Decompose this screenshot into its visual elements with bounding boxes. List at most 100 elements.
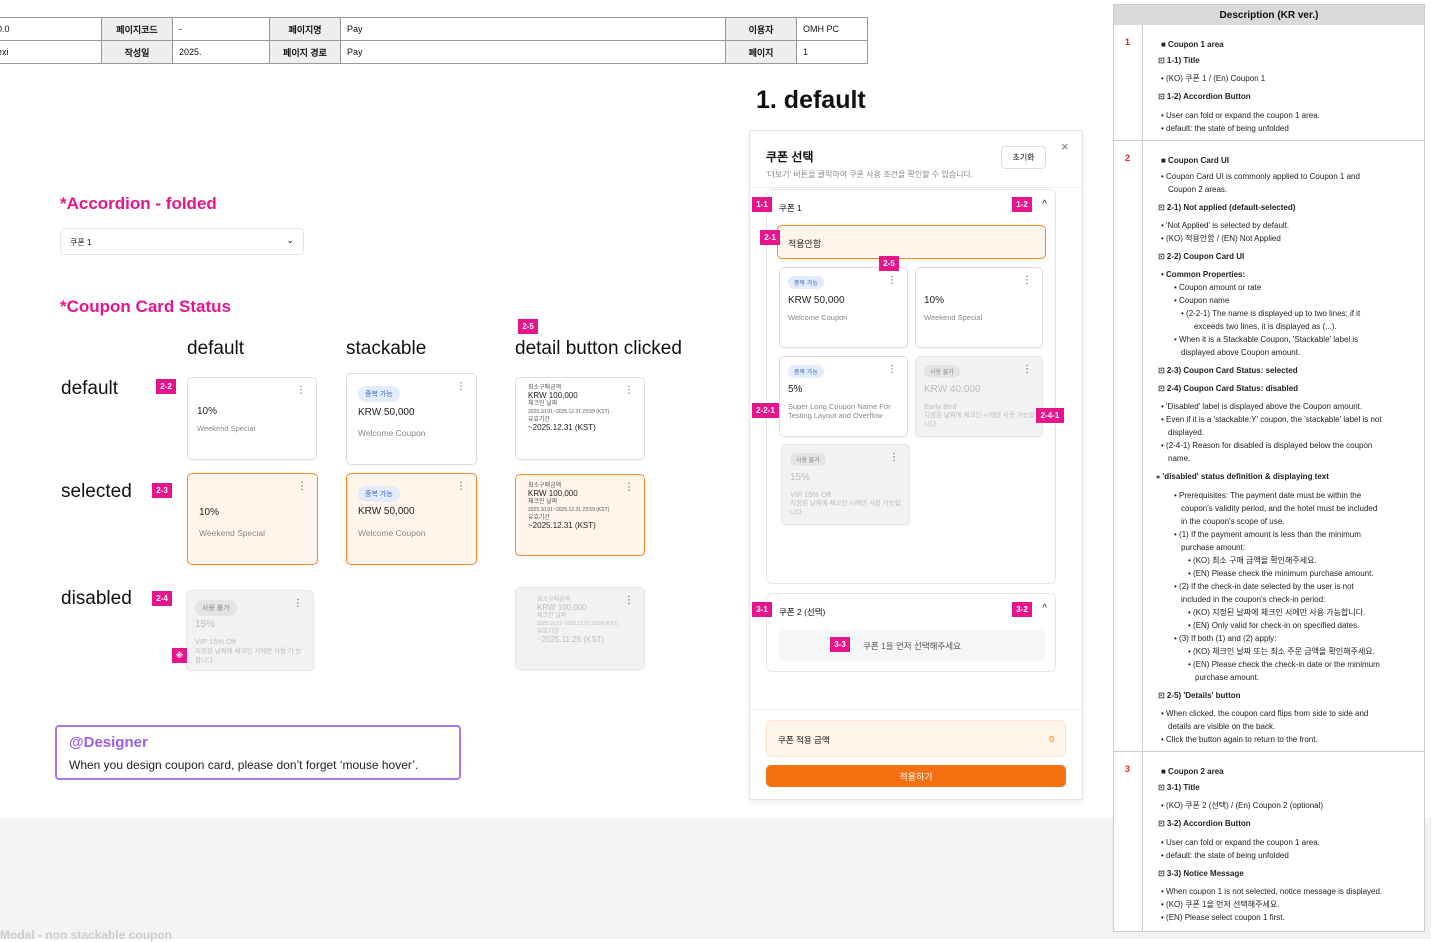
disabled-reason: 지정된 날짜에 체크인 시에만 사용 가능합니다. [790,500,901,516]
description-line: exceeds two lines, it is displayed as (.… [1194,322,1337,331]
details-button[interactable]: ⋮ [889,452,899,463]
coupon-name: Weekend Special [197,424,256,433]
details-button[interactable]: ⋮ [297,481,307,492]
coupon-amount: 10% [924,295,945,306]
description-number: 2 [1125,153,1131,163]
details-button[interactable]: ⋮ [296,385,306,396]
accordion-folded-sample[interactable]: 쿠폰 1 ⌄ [60,228,304,255]
column-header-default: default [187,338,245,359]
description-line: • Coupon name [1174,296,1230,305]
coupon-name: Welcome Coupon [358,428,426,438]
description-line: • Click the button again to return to th… [1161,735,1318,744]
coupon-sum-box: 쿠폰 적용 금액 0 [766,720,1066,757]
modal-coupon-card-disabled: ⋮ 사용 불가 KRW 40,000 Early Bird 지정된 날짜에 체크… [915,356,1043,437]
description-line: • When it is a Stackable Coupon, 'Stacka… [1174,335,1359,344]
description-line: purchase amount. [1195,673,1260,682]
tag-3-3: 3-3 [830,637,850,652]
coupon-card-stackable-selected[interactable]: ⋮ 중복 가능 KRW 50,000 Welcome Coupon [346,473,477,565]
details-button[interactable]: ⋮ [1022,275,1032,286]
description-line: included in the coupon's check-in period… [1181,595,1326,604]
chevron-up-icon[interactable]: ^ [1042,603,1047,614]
coupon-sum-label: 쿠폰 적용 금액 [778,735,830,745]
modal-coupon-card[interactable]: ⋮ 중복 가능 5% Super Long Coupon Name For Te… [779,356,908,437]
details-button[interactable]: ⋮ [624,595,634,606]
description-line: • When coupon 1 is not selected, notice … [1161,887,1383,896]
coupon-card-default[interactable]: ⋮ 10% Weekend Special [187,377,317,460]
description-line: • Common Properties: [1161,270,1246,279]
accordion-label: 쿠폰 1 [70,238,92,247]
description-line: • (EN) Please check the minimum purchase… [1188,569,1374,578]
modal-title: 쿠폰 선택 [766,150,814,164]
disabled-reason: 지정된 날짜에 체크인 시에만 사용 가 능합니다. [195,648,302,664]
cell: 1 [796,40,868,64]
description-line: • default: the state of being unfolded [1161,124,1289,133]
details-button[interactable]: ⋮ [456,381,466,392]
description-line: displayed. [1168,428,1205,437]
cell: 페이지명 [269,17,341,41]
description-line: • (EN) Please select coupon 1 first. [1161,913,1285,922]
divider [1114,140,1424,141]
description-header: Description (KR ver.) [1114,5,1424,25]
description-line: ⊡ 3-2) Accordion Button [1158,819,1251,828]
details-button[interactable]: ⋮ [456,481,466,492]
coupon-name: Early Bird [924,402,957,411]
coupon-card-detail-selected[interactable]: ⋮ 최소구매금액 KRW 100,000 체크인 날짜 2025.10.01~2… [515,474,645,556]
description-line: • (EN) Only valid for check-in on specif… [1188,621,1360,630]
tag-2-2-1: 2-2-1 [752,403,779,418]
chevron-up-icon[interactable]: ^ [1042,199,1047,210]
cell: 이용자 [725,17,797,41]
details-button[interactable]: ⋮ [293,598,303,609]
close-icon[interactable]: × [1061,139,1069,154]
reset-button[interactable]: 초기화 [1001,146,1046,169]
coupon-name: VIP 15% Off [195,637,236,646]
disabled-reason: 지정된 날짜에 체크인 시에만 사용 가능합니다. [924,412,1035,428]
designer-note-text: When you design coupon card, please don’… [69,758,419,772]
coupon-name: VIP 15% Off [790,490,831,499]
details-button[interactable]: ⋮ [887,364,897,375]
description-line: • (KO) 쿠폰 1을 먼저 선택해주세요. [1161,900,1280,909]
apply-button[interactable]: 적용하기 [766,765,1066,787]
description-line: purchase amount: [1181,543,1246,552]
details-button[interactable]: ⋮ [887,275,897,286]
coupon-amount: KRW 50,000 [788,295,845,306]
not-applied-label: 적용안함 [788,239,822,249]
coupon-card-disabled: ⋮ 사용 불가 15% VIP 15% Off 지정된 날짜에 체크인 시에만 … [186,590,314,671]
description-line: • (KO) 쿠폰 2 (선택) / (En) Coupon 2 (option… [1161,801,1324,810]
coupon-card-default-selected[interactable]: ⋮ 10% Weekend Special [187,473,318,565]
details-button[interactable]: ⋮ [1022,364,1032,375]
description-line: • Prerequisites: The payment date must b… [1174,491,1362,500]
designer-note: @Designer When you design coupon card, p… [55,725,461,780]
cell: 페이지 [725,40,797,64]
disabled-badge: 사용 불가 [790,453,826,466]
description-line: ⊡ 1-1) Title [1158,56,1200,65]
description-line: ⁎ 'disabled' status definition & display… [1156,472,1329,481]
tag-2-5: 2-5 [518,319,538,334]
description-line: ⊡ 1-2) Accordion Button [1158,92,1251,101]
cell: 페이지 경로 [269,40,341,64]
cell: Pay [340,17,726,41]
description-line: ⊡ 2-2) Coupon Card UI [1158,252,1245,261]
description-line: • (KO) 최소 구매 금액을 확인해주세요. [1188,556,1317,565]
accordion-folded-title: *Accordion - folded [60,194,217,213]
coupon-name: Super Long Coupon Name For Testing Layou… [788,402,891,420]
not-applied-option[interactable]: 적용안함 [777,225,1046,259]
tag-3-1: 3-1 [752,602,772,617]
description-line: details are visible on the back. [1168,722,1276,731]
tag-1-1: 1-1 [752,197,772,212]
coupon-card-detail[interactable]: ⋮ 최소구매금액 KRW 100,000 체크인 날짜 2025.10.01~2… [515,377,645,460]
coupon-name: Welcome Coupon [788,313,848,322]
cell: 0.0 [0,17,102,41]
coupon2-notice: 쿠폰 1을 먼저 선택해주세요 [779,630,1045,661]
modal-coupon-card[interactable]: ⋮ 10% Weekend Special [915,267,1043,348]
tag-2-2: 2-2 [156,379,176,394]
details-button[interactable]: ⋮ [624,482,634,493]
description-line: • When clicked, the coupon card flips fr… [1161,709,1369,718]
cell: 2025. [172,40,270,64]
cell: exi [0,40,102,64]
description-number: 1 [1125,37,1131,47]
coupon-card-stackable[interactable]: ⋮ 중복 가능 KRW 50,000 Welcome Coupon [346,373,477,465]
modal-coupon-card[interactable]: ⋮ 중복 가능 KRW 50,000 Welcome Coupon [779,267,908,348]
details-button[interactable]: ⋮ [624,385,634,396]
description-number: 3 [1125,764,1131,774]
page-info-table: 0.0 페이지코드 - 페이지명 Pay 이용자 OMH PC exi 작성일 … [0,17,868,64]
